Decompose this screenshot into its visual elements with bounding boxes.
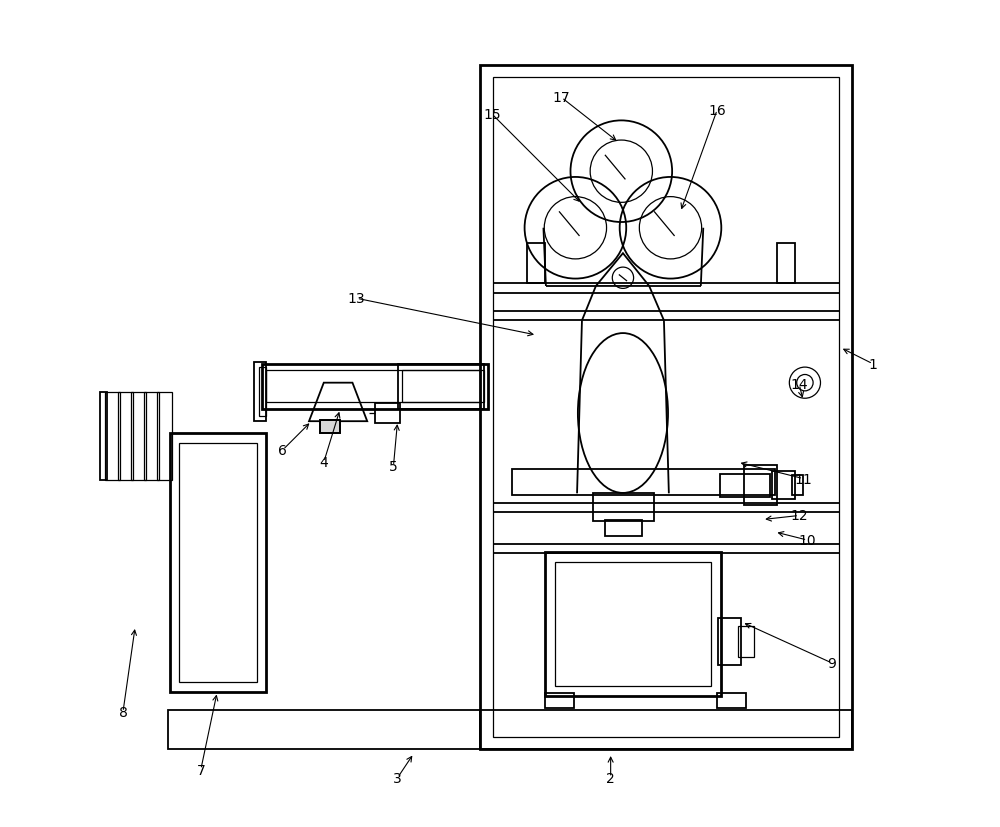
Text: 15: 15	[483, 108, 501, 122]
Bar	[179, 444, 257, 682]
Bar	[398, 365, 484, 409]
Bar	[545, 552, 721, 696]
Bar	[480, 65, 852, 749]
Text: 8: 8	[119, 705, 127, 719]
Bar	[717, 694, 746, 708]
Bar	[720, 474, 770, 497]
Bar	[527, 243, 545, 284]
Text: 16: 16	[708, 103, 726, 117]
Text: 3: 3	[393, 771, 402, 785]
Bar	[105, 392, 120, 480]
Bar	[738, 626, 754, 657]
Text: 10: 10	[799, 533, 816, 547]
Bar	[792, 476, 803, 495]
Bar	[718, 618, 741, 666]
Text: 2: 2	[606, 771, 615, 785]
Bar	[168, 710, 480, 749]
Bar	[259, 368, 266, 417]
Text: 9: 9	[828, 656, 836, 670]
Bar	[512, 469, 775, 495]
Bar	[320, 420, 340, 433]
Bar	[157, 392, 172, 480]
Bar	[131, 392, 146, 480]
Bar	[555, 562, 711, 686]
Bar	[266, 371, 484, 403]
Bar	[254, 363, 266, 422]
Text: 1: 1	[869, 357, 877, 371]
Bar	[262, 365, 488, 409]
Text: 12: 12	[790, 509, 808, 523]
Text: 7: 7	[196, 762, 205, 777]
Bar	[170, 434, 266, 692]
Text: 17: 17	[553, 91, 570, 105]
Bar	[545, 694, 574, 708]
Text: 11: 11	[794, 472, 812, 486]
Bar	[144, 392, 159, 480]
Bar	[375, 404, 400, 423]
Bar	[593, 493, 654, 522]
Bar	[480, 710, 852, 749]
Text: 14: 14	[790, 378, 808, 392]
Bar	[493, 78, 839, 737]
Bar	[772, 471, 795, 500]
Text: 4: 4	[319, 456, 328, 470]
Bar	[118, 392, 133, 480]
Bar	[100, 392, 107, 480]
Bar	[402, 371, 480, 403]
Text: 13: 13	[348, 292, 365, 306]
Bar	[605, 520, 642, 536]
Bar	[744, 466, 777, 505]
Bar	[777, 243, 795, 284]
Text: 6: 6	[278, 443, 287, 457]
Bar	[320, 420, 340, 433]
Text: 5: 5	[389, 460, 398, 474]
